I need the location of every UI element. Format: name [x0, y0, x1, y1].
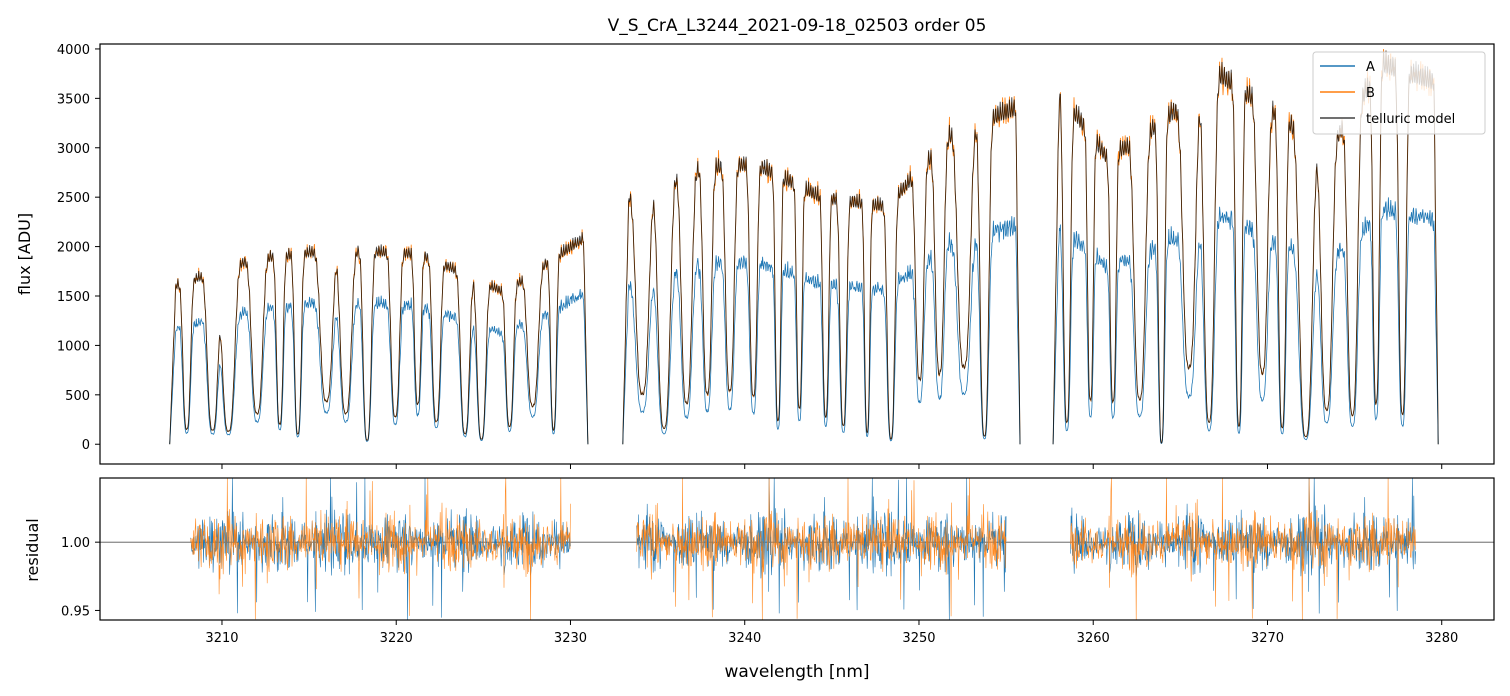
bottom-axes-frame: [99, 477, 1495, 621]
top-y-tick-label: 3500: [57, 92, 90, 107]
top-panel: 0 500 1000 1500 2000 2500 3000 3500 4000 flux [A…: [15, 43, 1495, 469]
bottom-y-axis: 0.95 1.00: [61, 536, 100, 619]
bottom-x-tick-label: 3220: [380, 631, 413, 646]
bottom-plot-area: [100, 477, 1494, 621]
residual-b-line: [190, 477, 571, 621]
bottom-y-axis-label: residual: [23, 518, 42, 581]
bottom-x-tick-label: 3210: [205, 631, 238, 646]
legend-label-a: A: [1366, 60, 1375, 75]
bottom-panel: 0.95 1.00 3210 3220 3230 3240 3250 3260 3270 328…: [23, 477, 1495, 682]
bottom-x-tick-label: 3240: [728, 631, 761, 646]
bottom-y-tick-label: 1.00: [61, 536, 90, 551]
top-axes-frame: [99, 43, 1495, 465]
top-y-tick-label: 4000: [57, 43, 90, 58]
top-y-axis-label: flux [ADU]: [15, 213, 34, 295]
series-b-line: [622, 96, 1021, 445]
top-y-tick-label: 1000: [57, 339, 90, 354]
legend: A B telluric model: [1312, 51, 1486, 135]
top-y-axis: 0 500 1000 1500 2000 2500 3000 3500 4000: [57, 43, 100, 453]
top-x-axis: [221, 464, 1443, 469]
legend-label-b: B: [1366, 86, 1375, 101]
series-a-line: [622, 216, 1021, 445]
top-y-tick-label: 500: [65, 389, 90, 404]
bottom-x-tick-label: 3260: [1077, 631, 1110, 646]
top-y-tick-label: 0: [82, 438, 90, 453]
telluric-model-line: [1052, 50, 1439, 445]
bottom-x-axis: 3210 3220 3230 3240 3250 3260 3270 3280: [205, 620, 1458, 646]
top-y-tick-label: 2000: [57, 241, 90, 256]
residual-b-line: [636, 477, 1007, 621]
top-plot-area: [169, 48, 1439, 445]
legend-box: [1312, 51, 1486, 135]
telluric-model-line: [169, 232, 589, 445]
series-a-line: [1052, 197, 1439, 445]
chart-title: V_S_CrA_L3244_2021-09-18_02503 order 05: [608, 16, 987, 36]
series-a-line: [169, 288, 589, 445]
bottom-x-tick-label: 3230: [554, 631, 587, 646]
telluric-model-line: [622, 97, 1021, 445]
top-y-tick-label: 1500: [57, 290, 90, 305]
bottom-x-tick-label: 3280: [1425, 631, 1458, 646]
legend-label-model: telluric model: [1366, 112, 1455, 127]
bottom-x-tick-label: 3250: [902, 631, 935, 646]
bottom-y-tick-label: 0.95: [61, 604, 90, 619]
x-axis-label: wavelength [nm]: [724, 662, 869, 682]
bottom-x-tick-label: 3270: [1251, 631, 1284, 646]
residual-b-line: [1070, 477, 1416, 621]
top-y-tick-label: 2500: [57, 191, 90, 206]
top-y-tick-label: 3000: [57, 142, 90, 157]
